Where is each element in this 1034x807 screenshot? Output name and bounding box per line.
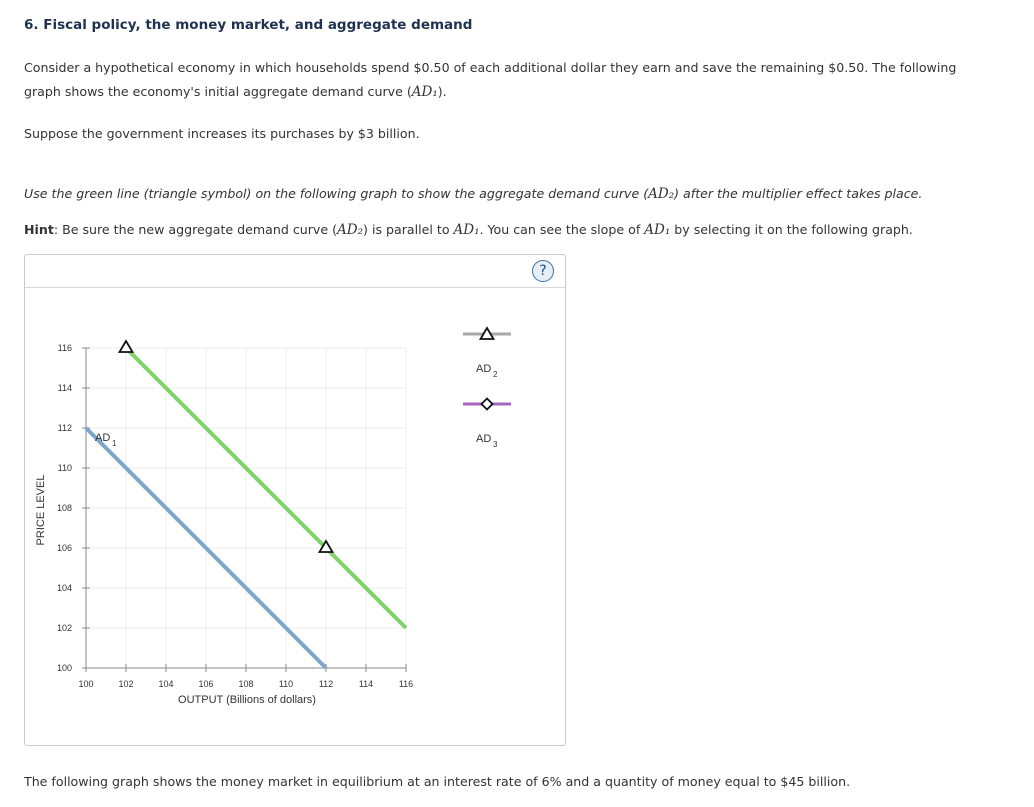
hint-text-a: : Be sure the new aggregate demand curve…	[53, 222, 338, 237]
y-tick-label: 116	[58, 343, 72, 353]
y-tick-label: 114	[58, 383, 72, 393]
palette-label-subscript: 2	[493, 370, 498, 379]
hint-paragraph: Hint: Be sure the new aggregate demand c…	[24, 218, 913, 242]
x-tick-label: 112	[319, 679, 333, 689]
ad2-math: AD₂	[648, 186, 675, 202]
hint-text-b: ) is parallel to	[363, 222, 454, 237]
y-tick-label: 112	[58, 423, 72, 433]
x-axis-title: OUTPUT (Billions of dollars)	[178, 694, 316, 706]
hint-label: Hint	[24, 222, 54, 237]
y-tick-label: 106	[57, 543, 72, 553]
hint-ad2-math: AD₂	[337, 222, 364, 238]
x-tick-label: 100	[78, 679, 93, 689]
y-axis-title: PRICE LEVEL	[35, 475, 47, 546]
ad1-label-subscript: 1	[112, 439, 117, 448]
hint-ad1-math: AD₁	[453, 222, 480, 238]
hint-text-c: . You can see the slope of	[479, 222, 645, 237]
intro-text-b: ).	[437, 84, 447, 99]
ad2-triangle-point	[317, 539, 335, 553]
x-tick-label: 104	[158, 679, 173, 689]
ad1-line	[84, 426, 328, 670]
hint-ad1-math-2: AD₁	[644, 222, 671, 238]
ad1-label: AD	[95, 432, 110, 444]
x-tick-label: 110	[279, 679, 293, 689]
y-tick-label: 110	[58, 463, 72, 473]
ad-chart[interactable]: 100 102 104 106 108 110 112 114 116 100 102 104 106 1…	[25, 255, 565, 745]
money-market-paragraph: The following graph shows the money mark…	[24, 774, 851, 789]
ad1-math: AD₁	[411, 84, 438, 100]
ad2-placed-line	[124, 346, 408, 630]
x-tick-label: 116	[399, 679, 413, 689]
instruction-text-a: Use the green line (triangle symbol) on …	[24, 186, 649, 201]
panel-divider	[25, 287, 565, 288]
scenario-paragraph: Suppose the government increases its pur…	[24, 126, 420, 141]
question-title: 6. Fiscal policy, the money market, and …	[24, 17, 473, 33]
intro-text-a: Consider a hypothetical economy in which…	[24, 60, 957, 99]
instruction-paragraph: Use the green line (triangle symbol) on …	[24, 182, 922, 206]
instruction-text-b: ) after the multiplier effect takes plac…	[674, 186, 923, 201]
intro-paragraph: Consider a hypothetical economy in which…	[24, 56, 984, 104]
x-tick-label: 114	[359, 679, 373, 689]
y-tick-label: 108	[57, 503, 72, 513]
palette-label-subscript: 3	[493, 440, 498, 449]
y-tick-label: 102	[57, 623, 72, 633]
palette-diamond-icon	[480, 397, 494, 411]
x-tick-label: 106	[198, 679, 213, 689]
x-tick-label: 102	[118, 679, 133, 689]
palette-triangle-icon	[478, 326, 496, 340]
x-tick-label: 108	[238, 679, 253, 689]
hint-text-d: by selecting it on the following graph.	[670, 222, 913, 237]
palette-label-2: AD	[476, 363, 491, 375]
y-tick-label: 100	[57, 663, 72, 673]
graph-panel: ? 100 102 104 106 108 110 112 114 116 100 102 104 10…	[24, 254, 566, 746]
y-tick-label: 104	[57, 583, 72, 593]
ad2-triangle-point	[117, 339, 135, 353]
help-icon[interactable]: ?	[532, 260, 554, 282]
palette-label-3: AD	[476, 433, 491, 445]
